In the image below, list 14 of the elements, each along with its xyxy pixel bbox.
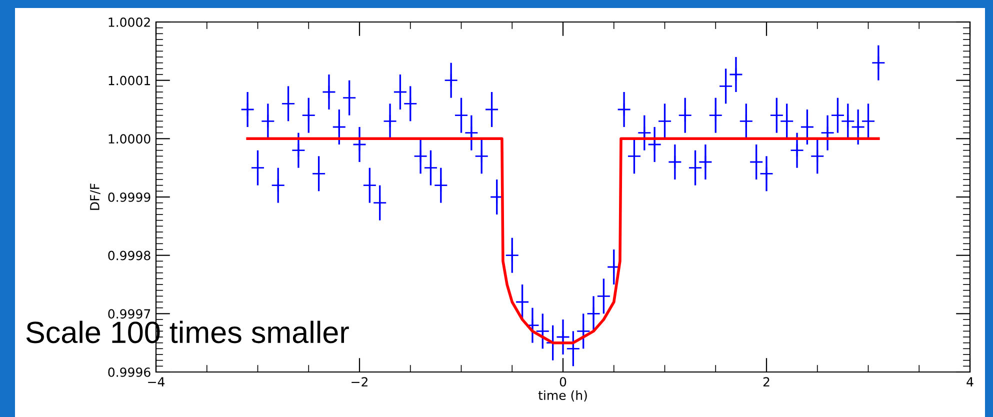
y-tick-label: 1.0002 [108, 17, 150, 27]
x-tick-label: −4 [148, 377, 165, 386]
y-tick-label: 0.9998 [108, 250, 150, 260]
x-tick-label: −2 [352, 377, 368, 386]
y-tick-label: 0.9996 [108, 367, 150, 377]
y-tick-label: 0.9999 [108, 192, 150, 202]
y-tick-label: 1.0000 [108, 134, 150, 144]
x-tick-label: 2 [763, 377, 770, 386]
x-tick-label: 0 [560, 377, 566, 387]
y-axis-title: DF/F [90, 184, 100, 210]
y-tick-label: 1.0001 [108, 76, 150, 86]
y-tick-label: 0.9997 [108, 309, 150, 319]
x-tick-label: 4 [966, 377, 974, 386]
x-axis-title: time (h) [538, 390, 587, 402]
